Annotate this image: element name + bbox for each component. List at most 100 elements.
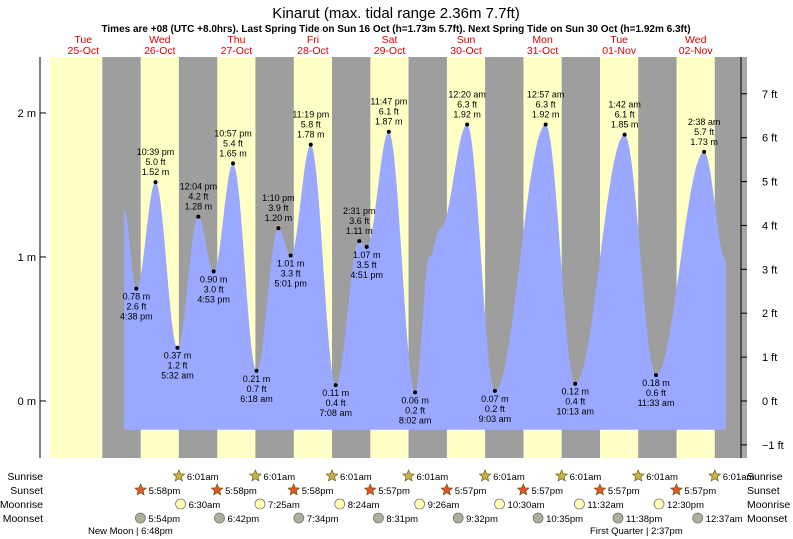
moonset-row-label-right: Moonset xyxy=(747,513,787,525)
tide-label: 3.3 ft xyxy=(281,269,302,279)
moonrise-time: 7:25am xyxy=(268,500,300,511)
tide-point xyxy=(364,244,369,249)
day-date-label: 29-Oct xyxy=(374,45,406,57)
sunrise-time: 6:01am xyxy=(187,472,219,483)
moonrise-moon-icon xyxy=(334,498,346,510)
moonrise-moon-icon xyxy=(494,498,505,510)
y-tick-label-right: 7 ft xyxy=(762,89,777,101)
day-date-label: 31-Oct xyxy=(527,45,559,57)
star-icon xyxy=(669,483,683,496)
star-icon xyxy=(440,483,454,496)
y-tick-label-right: 2 ft xyxy=(762,308,777,320)
tide-label: 0.4 ft xyxy=(565,397,586,407)
tide-label: 0.2 ft xyxy=(405,405,426,415)
tide-point xyxy=(153,180,158,185)
tide-label: 2.6 ft xyxy=(126,302,147,312)
day-labels: Tue25-OctWed26-OctThu27-OctFri28-OctSat2… xyxy=(68,34,714,57)
sunset-time: 5:57pm xyxy=(378,486,410,497)
y-tick-label-right: 5 ft xyxy=(762,177,777,189)
day-name-label: Wed xyxy=(149,34,171,46)
moonset-moon-icon xyxy=(293,512,305,524)
tide-point xyxy=(308,142,313,147)
moonrise-time: 11:32am xyxy=(587,500,623,511)
tide-label: 0.21 m xyxy=(243,374,271,384)
tide-label: 1.92 m xyxy=(532,110,560,120)
tide-point xyxy=(231,161,236,166)
moonset-moon-icon xyxy=(532,512,544,524)
star-icon xyxy=(555,469,569,482)
moonset-time: 7:34pm xyxy=(307,514,339,525)
tide-label: 0.18 m xyxy=(642,378,670,388)
tide-label: 5.8 ft xyxy=(301,120,322,130)
sunrise-time: 6:01am xyxy=(646,472,678,483)
star-icon xyxy=(325,469,339,482)
sunrise-time: 6:01am xyxy=(340,472,372,483)
moonset-moon-icon xyxy=(452,512,464,524)
moonrise-time: 8:24am xyxy=(348,500,380,511)
star-icon xyxy=(708,469,722,482)
tide-point xyxy=(543,122,548,127)
moonset-time: 5:54pm xyxy=(148,514,180,525)
star-icon xyxy=(478,469,492,482)
day-date-label: 27-Oct xyxy=(221,45,253,57)
day-date-label: 28-Oct xyxy=(297,45,329,57)
tide-label: 1.07 m xyxy=(353,250,381,260)
y-tick-label-left: 0 m xyxy=(18,396,36,408)
tide-label: 1.2 ft xyxy=(167,361,188,371)
sunset-row-label-left: Sunset xyxy=(10,485,43,497)
day-date-label: 26-Oct xyxy=(144,45,176,57)
tide-label: 1.52 m xyxy=(142,167,170,177)
tide-area xyxy=(124,124,727,430)
tide-point xyxy=(622,132,627,137)
sunset-row-label-right: Sunset xyxy=(747,485,780,497)
tide-label: 12:04 pm xyxy=(180,182,218,192)
tide-point xyxy=(357,239,362,244)
tide-label: 12:20 am xyxy=(448,90,486,100)
moonset-row-label-left: Moonset xyxy=(3,513,43,525)
star-icon xyxy=(631,469,645,482)
sunrise-time: 6:01am xyxy=(723,472,755,483)
moonrise-time: 6:30am xyxy=(189,500,221,511)
tide-label: 10:13 am xyxy=(556,407,594,417)
day-name-label: Tue xyxy=(74,34,92,46)
y-axis-right: −1 ft 0 ft 1 ft 2 ft 3 ft 4 ft 5 ft 6 ft 7 ft xyxy=(740,57,784,458)
tide-label: 10:39 pm xyxy=(137,147,175,157)
day-date-label: 02-Nov xyxy=(679,45,714,57)
sunrise-row-label-right: Sunrise xyxy=(747,471,783,483)
tide-point xyxy=(386,129,391,134)
sunset-time: 5:58pm xyxy=(302,486,334,497)
tide-label: 4:38 pm xyxy=(120,312,153,322)
tide-label: 5.7 ft xyxy=(694,127,715,137)
tide-label: 0.06 m xyxy=(401,395,429,405)
tide-label: 4:51 pm xyxy=(350,270,383,280)
tide-label: 6.1 ft xyxy=(379,107,400,117)
tide-label: 3.5 ft xyxy=(357,260,378,270)
tide-label: 2:31 pm xyxy=(343,206,376,216)
y-tick-label-right: 3 ft xyxy=(762,264,777,276)
sunrise-time: 6:01am xyxy=(263,472,295,483)
tide-point xyxy=(413,390,418,395)
tide-label: 2:38 am xyxy=(688,117,721,127)
tide-label: 7:08 am xyxy=(319,408,352,418)
moonrise-moon-icon xyxy=(254,498,266,510)
moonrise-moon-icon xyxy=(573,498,585,510)
tide-label: 1.85 m xyxy=(611,120,639,130)
y-tick-label-right: 1 ft xyxy=(762,352,777,364)
tide-label: 6.3 ft xyxy=(457,100,478,110)
moonset-time: 9:32pm xyxy=(466,514,498,525)
tide-label: 11:47 pm xyxy=(370,97,407,107)
moonset-moon-icon xyxy=(692,512,704,524)
tide-label: 3.6 ft xyxy=(349,216,370,226)
day-name-label: Sat xyxy=(382,34,398,46)
tide-label: 1.11 m xyxy=(346,226,373,236)
sunset-time: 5:58pm xyxy=(149,486,181,497)
tide-label: 11:33 am xyxy=(638,398,675,408)
tide-curve xyxy=(124,124,727,430)
moonset-moon-icon xyxy=(134,512,146,524)
tide-label: 1.65 m xyxy=(219,148,247,158)
tide-point xyxy=(654,373,659,378)
star-icon xyxy=(210,483,224,496)
tide-label: 5.0 ft xyxy=(146,157,167,167)
